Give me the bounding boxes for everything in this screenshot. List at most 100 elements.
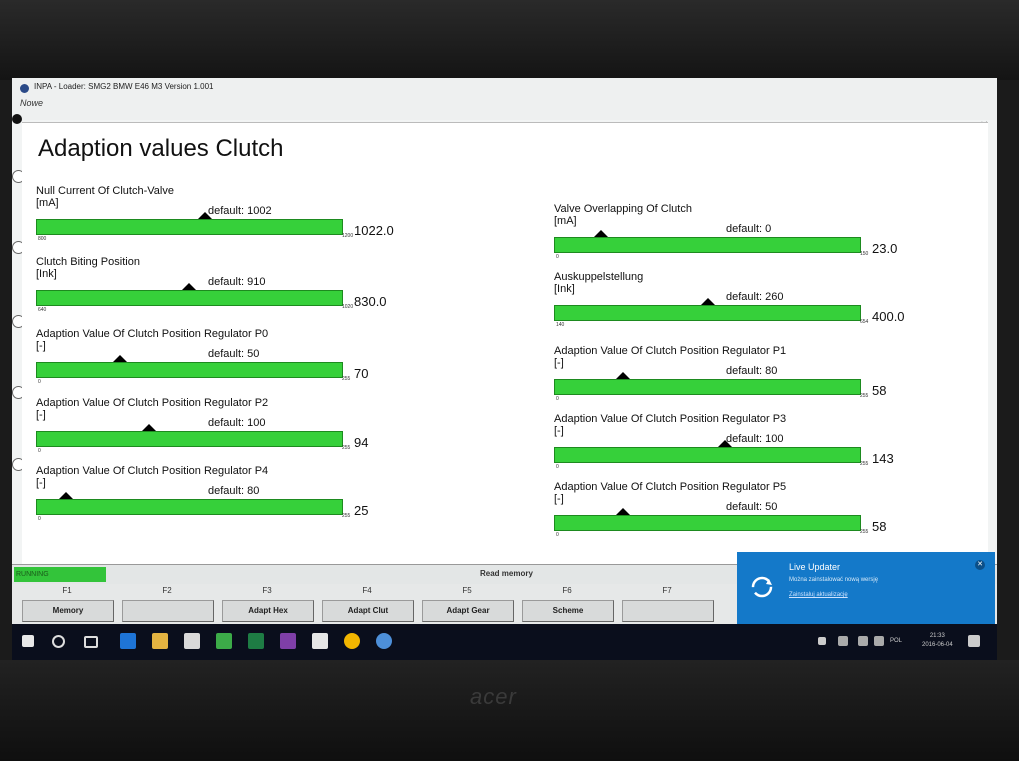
parameter-max: 255 [342,513,351,519]
function-key-f3: F3 Adapt Hex [220,584,314,624]
parameter-value-marker [616,508,630,515]
clock[interactable]: 21:33 2016-06-04 [922,632,953,650]
adaption-parameter: Clutch Biting Position [Ink] default: 910 6… [36,256,416,326]
laptop-brand-logo: acer [470,684,517,709]
function-key-button[interactable] [122,600,214,622]
function-key-f7: F7 [620,584,714,624]
parameter-gauge-bar [36,219,343,235]
parameter-gauge-bar [554,305,861,321]
app-green-icon[interactable] [216,633,232,649]
parameter-value: 400.0 [872,309,905,324]
update-icon [751,576,773,598]
parameter-default: default: 50 [726,501,778,513]
function-key-label: F2 [162,586,172,595]
onenote-icon[interactable] [280,633,296,649]
parameter-value-marker [142,424,156,431]
function-key-button[interactable]: Memory [22,600,114,622]
parameter-default: default: 80 [726,365,778,377]
adaption-parameter: Adaption Value Of Clutch Position Regula… [554,413,934,483]
file-explorer-icon[interactable] [152,633,168,649]
parameter-gauge-bar [36,431,343,447]
network-icon[interactable] [838,636,848,646]
parameter-gauge-bar [36,499,343,515]
function-key-label: F5 [462,586,472,595]
volume-icon[interactable] [874,636,884,646]
bmw-inpa-icon[interactable] [376,633,392,649]
parameter-max: 654 [860,319,869,325]
parameter-value: 70 [354,366,369,381]
parameter-unit: [-] [36,477,46,489]
adaption-parameter: Null Current Of Clutch-Valve [mA] default:… [36,185,416,255]
status-running: RUNNING [14,567,106,582]
parameter-unit: [Ink] [36,268,57,280]
chrome-icon[interactable] [344,633,360,649]
start-icon[interactable] [22,635,34,647]
edge-icon[interactable] [120,633,136,649]
laptop-bezel-bottom [0,660,1019,761]
parameter-value-marker [113,355,127,362]
parameter-value: 58 [872,383,887,398]
parameter-name: Clutch Biting Position [36,256,140,268]
function-key-button[interactable] [622,600,714,622]
parameter-value-marker [701,298,715,305]
parameter-gauge-bar [554,515,861,531]
parameter-value: 94 [354,435,369,450]
parameter-unit: [Ink] [554,283,575,295]
adaption-parameter: Valve Overlapping Of Clutch [mA] default: … [554,203,934,273]
function-key-f4: F4 Adapt Clut [320,584,414,624]
status-message: Read memory [480,569,533,578]
parameter-min: 0 [38,448,41,454]
function-key-button[interactable]: Adapt Clut [322,600,414,622]
window-subtitle: Nowe [20,98,44,108]
task-view-icon[interactable] [84,636,98,648]
function-key-button[interactable]: Adapt Gear [422,600,514,622]
battery-icon[interactable] [858,636,868,646]
parameter-value-marker [594,230,608,237]
parameter-name: Null Current Of Clutch-Valve [36,185,174,197]
parameter-value: 143 [872,451,894,466]
function-key-label: F1 [62,586,72,595]
excel-icon[interactable] [248,633,264,649]
parameter-min: 640 [38,307,47,313]
parameter-max: 255 [860,529,869,535]
parameter-min: 0 [38,516,41,522]
parameter-max: 1020 [342,304,354,310]
adaption-parameter: Adaption Value Of Clutch Position Regula… [554,481,934,551]
function-key-label: F6 [562,586,572,595]
parameter-value-marker [198,212,212,219]
parameter-max: 1200 [342,233,354,239]
parameter-unit: [-] [36,409,46,421]
parameter-value-marker [59,492,73,499]
calculator-icon[interactable] [312,633,328,649]
function-key-f6: F6 Scheme [520,584,614,624]
parameter-name: Adaption Value Of Clutch Position Regula… [36,397,269,409]
live-updater-notification[interactable]: Live Updater Można zainstalować nową wer… [737,552,995,630]
notification-center-icon[interactable] [968,635,980,647]
toast-body: Można zainstalować nową wersję [789,577,879,583]
window-title: INPA - Loader: SMG2 BMW E46 M3 Version 1… [34,82,214,91]
parameter-value-marker [182,283,196,290]
search-icon[interactable] [52,635,65,648]
parameter-default: default: 0 [726,223,772,235]
parameter-unit: [-] [554,357,564,369]
parameter-name: Valve Overlapping Of Clutch [554,203,692,215]
function-key-button[interactable]: Adapt Hex [222,600,314,622]
language-indicator[interactable]: POL [890,638,903,644]
toast-close-icon[interactable]: ✕ [975,560,985,570]
parameter-value-marker [718,440,732,447]
adaption-parameter: Adaption Value Of Clutch Position Regula… [36,397,416,467]
function-key-button[interactable]: Scheme [522,600,614,622]
parameter-min: 140 [556,322,565,328]
tray-chevron-icon[interactable] [818,637,826,645]
window-titlebar: INPA - Loader: SMG2 BMW E46 M3 Version 1… [12,78,997,131]
parameter-gauge-bar [554,237,861,253]
toast-install-link[interactable]: Zainstaluj aktualizację [789,592,848,598]
function-key-label: F4 [362,586,372,595]
store-icon[interactable] [184,633,200,649]
parameter-unit: [mA] [554,215,577,227]
parameter-default: default: 80 [208,485,260,497]
page-title: Adaption values Clutch [38,135,284,162]
screen: INPA - Loader: SMG2 BMW E46 M3 Version 1… [12,78,997,660]
parameter-unit: [-] [554,425,564,437]
parameter-unit: [mA] [36,197,59,209]
